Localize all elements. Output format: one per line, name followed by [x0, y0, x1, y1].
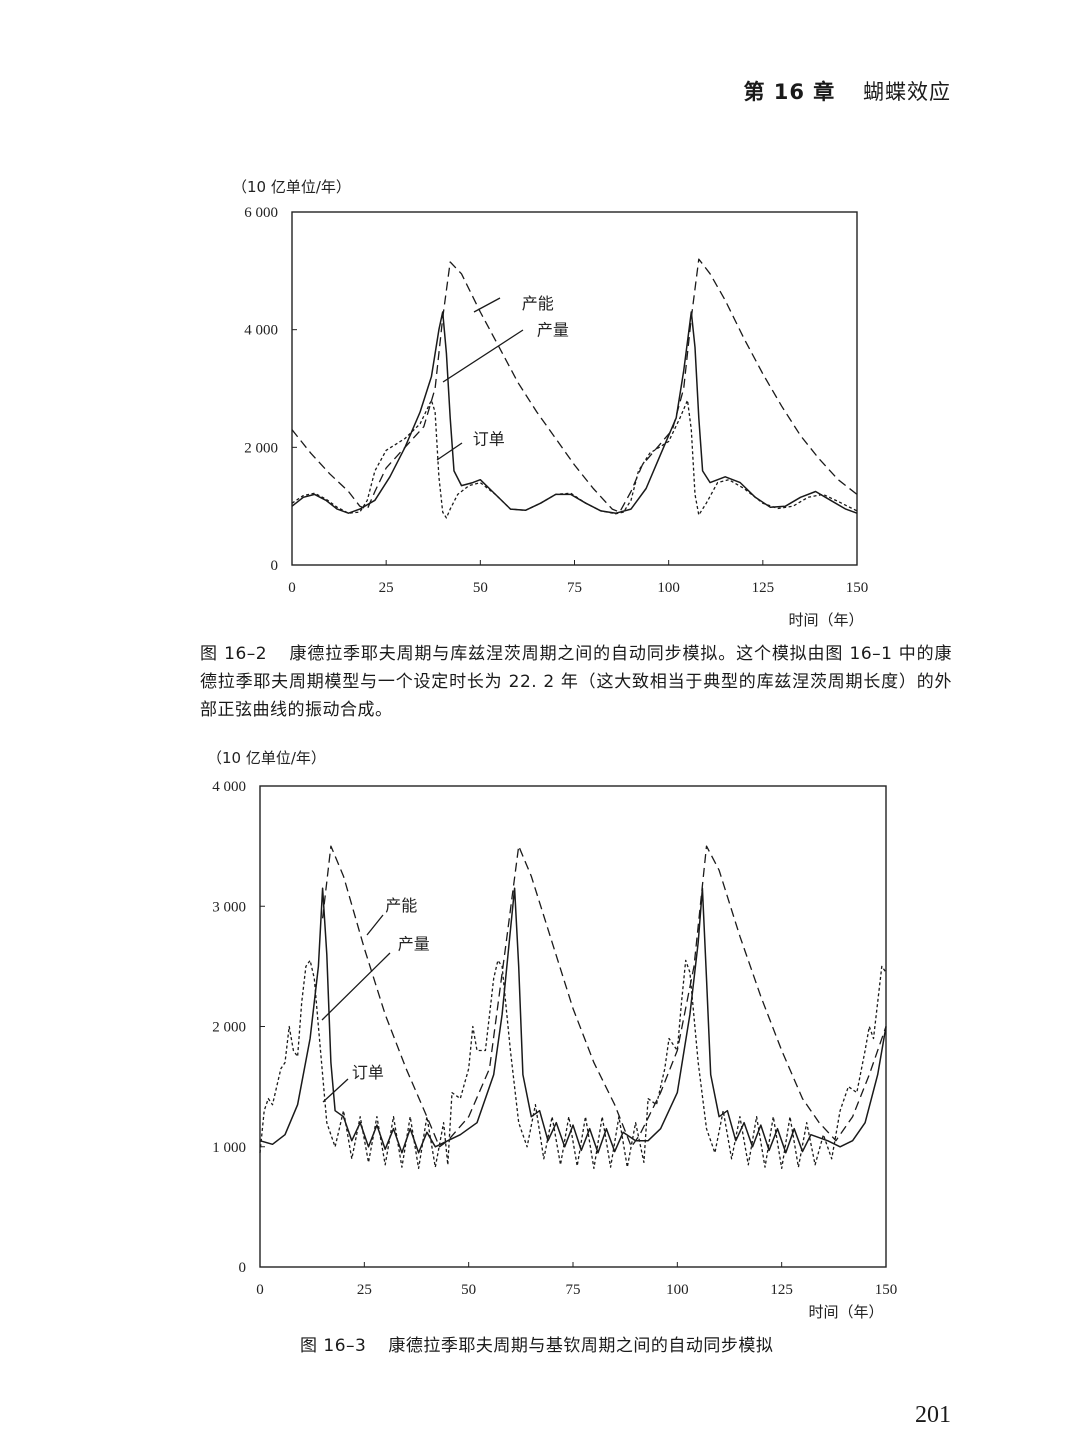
- series-annotation: 产量: [537, 321, 569, 340]
- x-tick-label: 75: [566, 1282, 581, 1298]
- series-annotation: 产量: [398, 935, 430, 954]
- x-tick-label: 0: [288, 580, 296, 596]
- x-tick-label: 125: [770, 1282, 793, 1298]
- figure-16-2-chart: （10 亿单位/年） 0 25 50 75 100 125 150 0 2 000 4 000 6 0…: [232, 178, 869, 629]
- series-line: [321, 845, 887, 1148]
- y-tick-label: 2 000: [244, 440, 278, 456]
- running-header: 第 16 章 蝴蝶效应: [743, 76, 951, 106]
- x-tick-label: 50: [473, 580, 488, 596]
- y-tick-label: 4 000: [244, 323, 278, 339]
- annotation-leader-line: [321, 952, 391, 1021]
- x-tick-label: 150: [846, 580, 869, 596]
- page-number: 201: [915, 1402, 951, 1428]
- figure-16-3-number: 图 16–3: [300, 1336, 367, 1356]
- plot-frame: [291, 211, 858, 566]
- series-line: [259, 887, 887, 1154]
- x-tick-label: 75: [567, 580, 582, 596]
- x-tick-label: 100: [657, 580, 680, 596]
- annotation-leader-line: [322, 1078, 349, 1103]
- y-unit-label: （10 亿单位/年）: [232, 178, 351, 196]
- x-tick-label: 50: [461, 1282, 476, 1298]
- x-axis-label: 时间（年）: [788, 611, 863, 629]
- chapter-number: 第 16 章: [743, 80, 836, 104]
- x-tick-label: 0: [256, 1282, 264, 1298]
- series-annotation: 订单: [473, 429, 505, 448]
- y-tick-label: 3 000: [212, 899, 246, 915]
- figure-16-2-number: 图 16–2: [200, 644, 268, 664]
- y-tick-label: 2 000: [212, 1020, 246, 1036]
- y-tick-label: 0: [239, 1260, 247, 1276]
- y-tick-label: 0: [271, 558, 279, 574]
- y-tick-label: 1 000: [212, 1140, 246, 1156]
- x-tick-label: 150: [875, 1282, 898, 1298]
- x-tick-label: 125: [752, 580, 775, 596]
- chapter-title: 蝴蝶效应: [863, 80, 951, 104]
- x-axis-label: 时间（年）: [808, 1303, 883, 1321]
- figure-16-3-caption: 图 16–3 康德拉季耶夫周期与基钦周期之间的自动同步模拟: [300, 1332, 900, 1360]
- y-tick-label: 4 000: [212, 779, 246, 795]
- annotation-leader-line: [436, 442, 463, 461]
- annotation-leader-line: [473, 297, 501, 313]
- series-annotation: 产能: [522, 294, 554, 313]
- x-tick-label: 25: [379, 580, 394, 596]
- figure-16-2-caption: 图 16–2 康德拉季耶夫周期与库兹涅茨周期之间的自动同步模拟。这个模拟由图 16…: [200, 640, 952, 724]
- figure-16-3-caption-text: 康德拉季耶夫周期与基钦周期之间的自动同步模拟: [388, 1336, 774, 1356]
- series-annotation: 订单: [352, 1063, 384, 1082]
- y-tick-label: 6 000: [244, 205, 278, 221]
- y-unit-label: （10 亿单位/年）: [207, 749, 326, 767]
- x-tick-label: 25: [357, 1282, 372, 1298]
- series-line: [291, 399, 858, 519]
- series-line: [291, 311, 858, 514]
- series-annotation: 产能: [385, 896, 417, 915]
- figure-16-3-chart: （10 亿单位/年） 0 25 50 75 100 125 150 0 1 000 2 000 3 0…: [207, 749, 898, 1321]
- x-tick-label: 100: [666, 1282, 689, 1298]
- annotation-leader-line: [442, 329, 524, 383]
- series-line: [259, 959, 887, 1170]
- annotation-leader-line: [366, 914, 384, 936]
- series-line: [291, 258, 858, 513]
- plot-frame: [259, 785, 887, 1268]
- figure-16-2-caption-text: 康德拉季耶夫周期与库兹涅茨周期之间的自动同步模拟。这个模拟由图 16–1 中的康…: [200, 644, 952, 720]
